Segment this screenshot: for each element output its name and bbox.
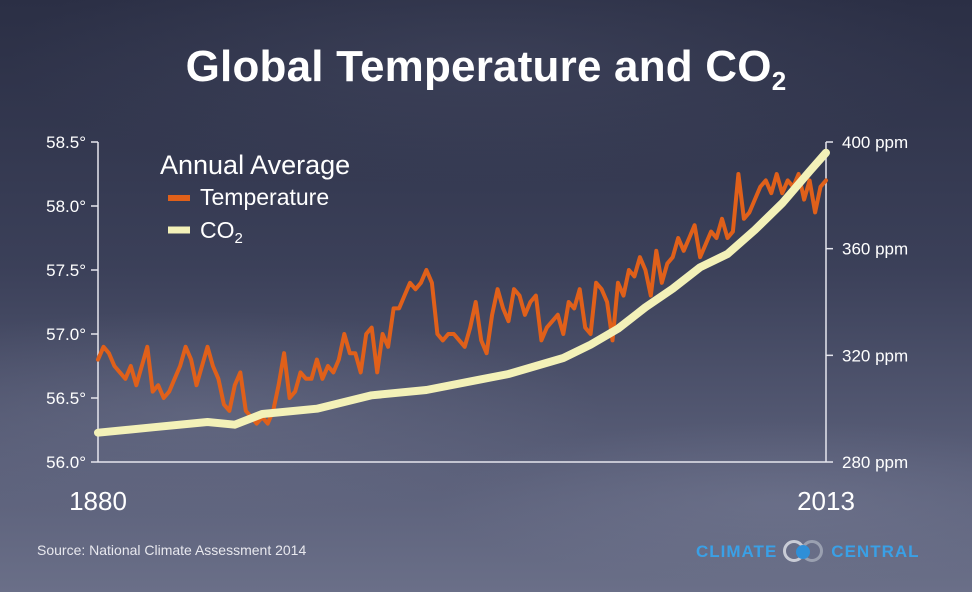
y-right-tick-label: 280 ppm	[842, 453, 908, 472]
legend-heading: Annual Average	[160, 150, 350, 180]
logo-right-word: CENTRAL	[831, 542, 919, 562]
y-right-tick-label: 400 ppm	[842, 133, 908, 152]
y-left-tick-label: 57.0°	[46, 325, 86, 344]
y-right-tick-label: 320 ppm	[842, 346, 908, 365]
climate-central-logo[interactable]: CLIMATE CENTRAL	[696, 537, 920, 567]
logo-left-word: CLIMATE	[696, 542, 777, 562]
y-left-tick-label: 58.5°	[46, 133, 86, 152]
x-tick-label: 2013	[797, 486, 855, 516]
legend: Annual Average Temperature CO2	[160, 150, 350, 247]
logo-rings-icon	[781, 538, 827, 566]
legend-temperature-label: Temperature	[200, 184, 329, 210]
legend-co2-label: CO2	[200, 217, 243, 247]
x-tick-label: 1880	[69, 486, 127, 516]
y-left-tick-label: 58.0°	[46, 197, 86, 216]
y-right-tick-label: 360 ppm	[842, 240, 908, 259]
y-left-tick-label: 56.5°	[46, 389, 86, 408]
y-left-tick-label: 56.0°	[46, 453, 86, 472]
y-left-tick-label: 57.5°	[46, 261, 86, 280]
source-note: Source: National Climate Assessment 2014	[37, 542, 306, 558]
